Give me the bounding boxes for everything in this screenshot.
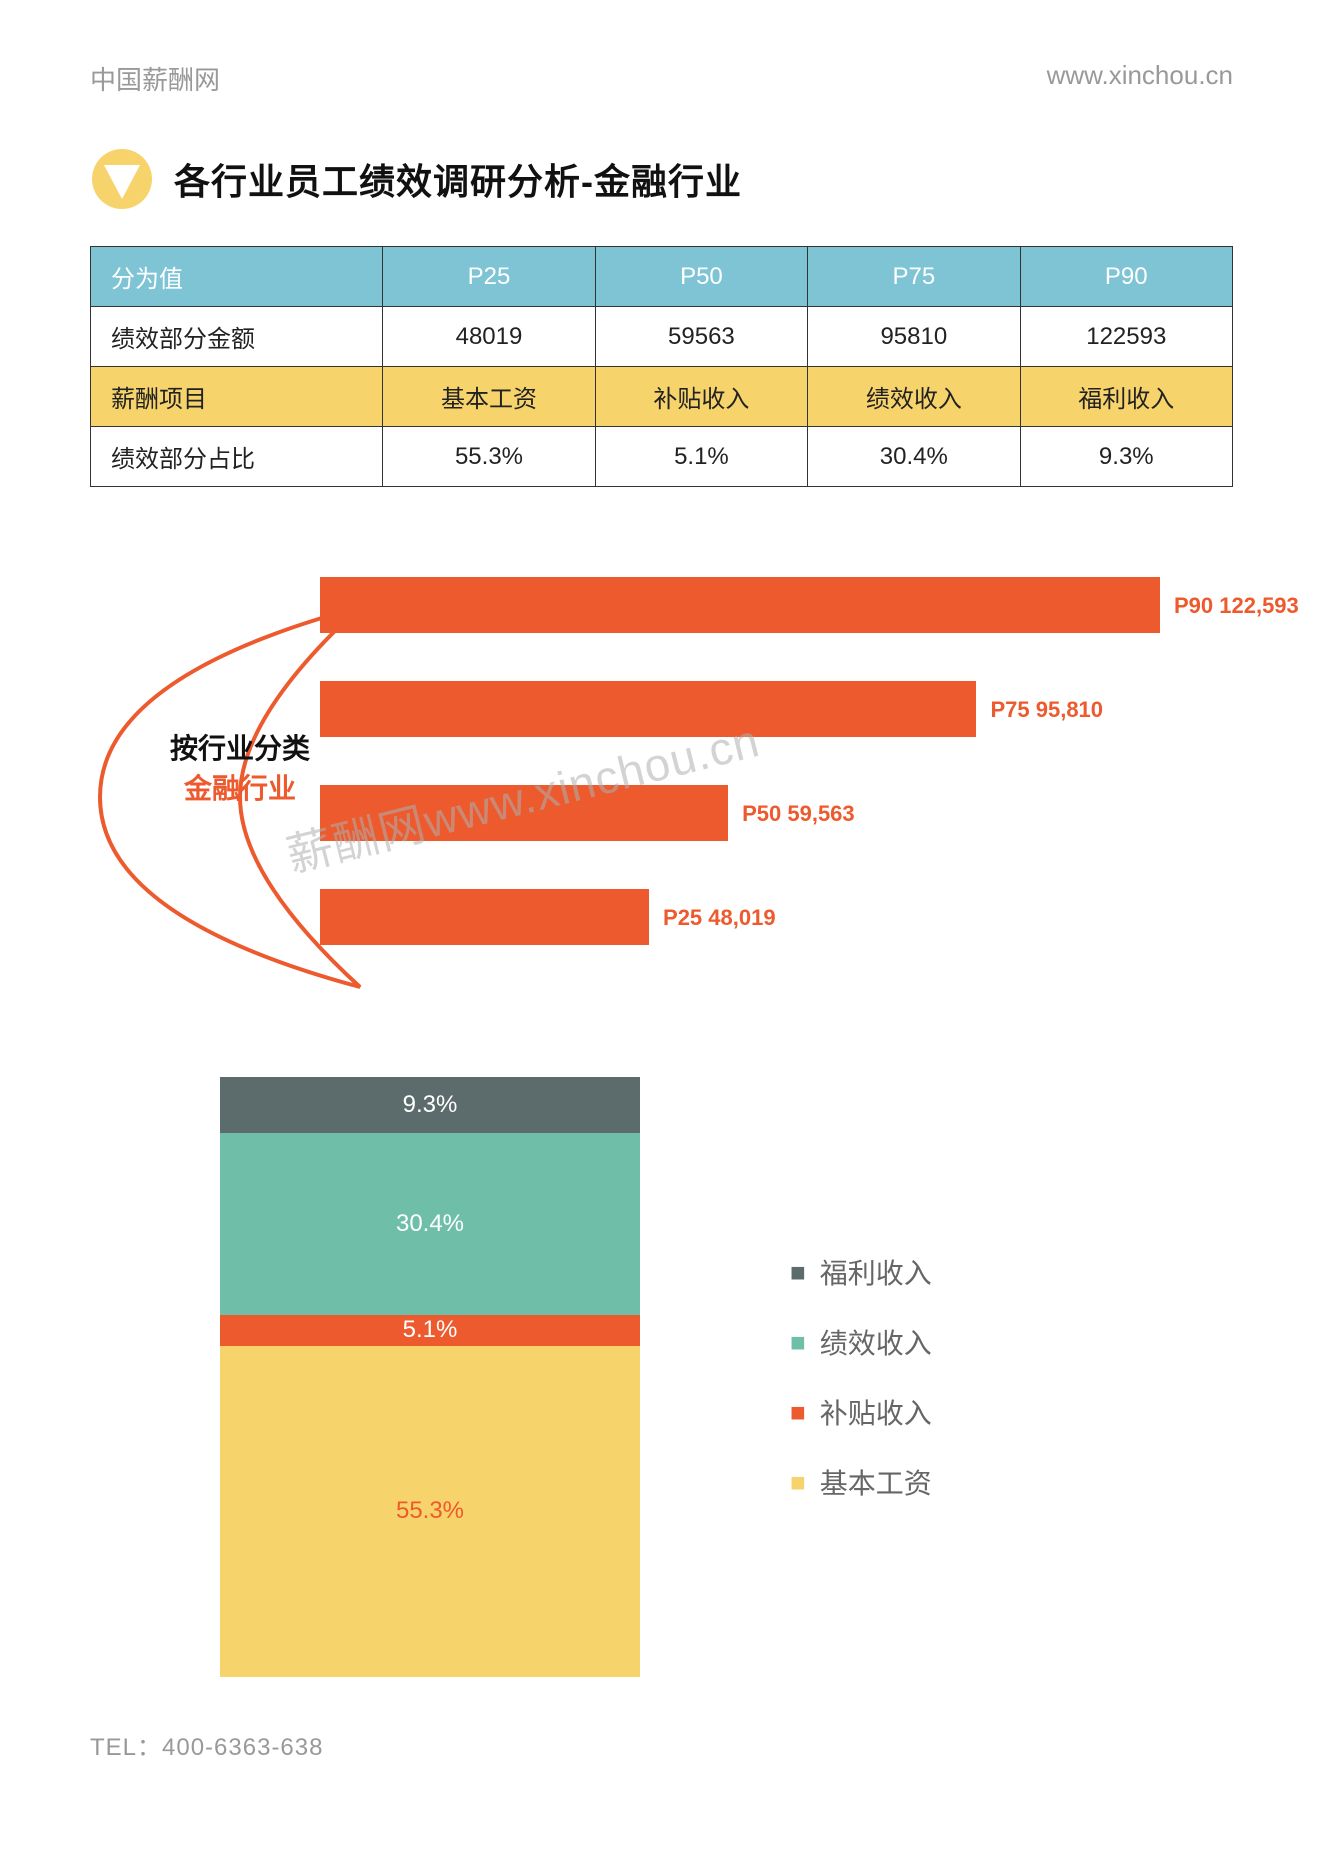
legend-label: 补贴收入 — [820, 1392, 932, 1432]
legend-item: ■ 福利收入 — [790, 1252, 932, 1292]
legend-label: 福利收入 — [820, 1252, 932, 1292]
stacked-chart: 9.3%30.4%5.1%55.3% ■ 福利收入 ■ 绩效收入 ■ 补贴收入 ■ 基本工资 — [90, 1077, 1233, 1677]
stack-segment: 30.4% — [220, 1133, 640, 1315]
table-cell: 122593 — [1020, 307, 1232, 367]
page-title: 各行业员工绩效调研分析-金融行业 — [174, 153, 742, 205]
leaf-label-line2: 金融行业 — [130, 767, 350, 807]
hbar-P75 — [320, 681, 976, 737]
legend-swatch-icon: ■ — [790, 1257, 806, 1288]
stack-segment: 9.3% — [220, 1077, 640, 1133]
table-cell: 5.1% — [595, 427, 807, 487]
funnel-icon — [90, 147, 154, 211]
hbar-label-P75: P75 95,810 — [990, 697, 1103, 723]
table-row-label: 薪酬项目 — [91, 367, 383, 427]
table-cell: 95810 — [808, 307, 1020, 367]
table-row: 绩效部分金额480195956395810122593 — [91, 307, 1233, 367]
table-row: 薪酬项目基本工资补贴收入绩效收入福利收入 — [91, 367, 1233, 427]
table-cell: 55.3% — [383, 427, 595, 487]
footer-tel: TEL：400-6363-638 — [90, 1727, 1233, 1762]
stacked-column: 9.3%30.4%5.1%55.3% — [220, 1077, 640, 1677]
legend-swatch-icon: ■ — [790, 1467, 806, 1498]
table-cell: P50 — [595, 247, 807, 307]
legend-item: ■ 补贴收入 — [790, 1392, 932, 1432]
hbar-label-P90: P90 122,593 — [1174, 593, 1299, 619]
site-name: 中国薪酬网 — [90, 60, 220, 97]
table-cell: P25 — [383, 247, 595, 307]
table-row-label: 绩效部分金额 — [91, 307, 383, 367]
hbar-label-P50: P50 59,563 — [742, 801, 855, 827]
site-url: www.xinchou.cn — [1047, 60, 1233, 97]
table-cell: P90 — [1020, 247, 1232, 307]
hbar-label-P25: P25 48,019 — [663, 905, 776, 931]
table-cell: 基本工资 — [383, 367, 595, 427]
legend-item: ■ 基本工资 — [790, 1462, 932, 1502]
hbar-P25 — [320, 889, 649, 945]
title-row: 各行业员工绩效调研分析-金融行业 — [90, 147, 1233, 211]
legend-label: 绩效收入 — [820, 1322, 932, 1362]
table-row-label: 分为值 — [91, 247, 383, 307]
table-row-label: 绩效部分占比 — [91, 427, 383, 487]
stack-segment: 55.3% — [220, 1346, 640, 1677]
hbar-chart: 按行业分类 金融行业 P90 122,593P75 95,810P50 59,5… — [90, 577, 1233, 997]
hbar-P50 — [320, 785, 728, 841]
percentile-table: 分为值P25P50P75P90绩效部分金额4801959563958101225… — [90, 246, 1233, 487]
table-cell: 59563 — [595, 307, 807, 367]
table-row: 分为值P25P50P75P90 — [91, 247, 1233, 307]
table-row: 绩效部分占比55.3%5.1%30.4%9.3% — [91, 427, 1233, 487]
hbar-P90 — [320, 577, 1160, 633]
table-cell: 绩效收入 — [808, 367, 1020, 427]
leaf-label-line1: 按行业分类 — [130, 727, 350, 767]
stack-segment: 5.1% — [220, 1315, 640, 1346]
table-cell: 30.4% — [808, 427, 1020, 487]
legend-swatch-icon: ■ — [790, 1397, 806, 1428]
table-cell: 9.3% — [1020, 427, 1232, 487]
legend: ■ 福利收入 ■ 绩效收入 ■ 补贴收入 ■ 基本工资 — [790, 1252, 932, 1502]
table-cell: 补贴收入 — [595, 367, 807, 427]
legend-label: 基本工资 — [820, 1462, 932, 1502]
table-cell: 福利收入 — [1020, 367, 1232, 427]
table-cell: 48019 — [383, 307, 595, 367]
table-cell: P75 — [808, 247, 1020, 307]
leaf-label: 按行业分类 金融行业 — [130, 727, 350, 807]
legend-swatch-icon: ■ — [790, 1327, 806, 1358]
legend-item: ■ 绩效收入 — [790, 1322, 932, 1362]
page-header: 中国薪酬网 www.xinchou.cn — [90, 60, 1233, 97]
